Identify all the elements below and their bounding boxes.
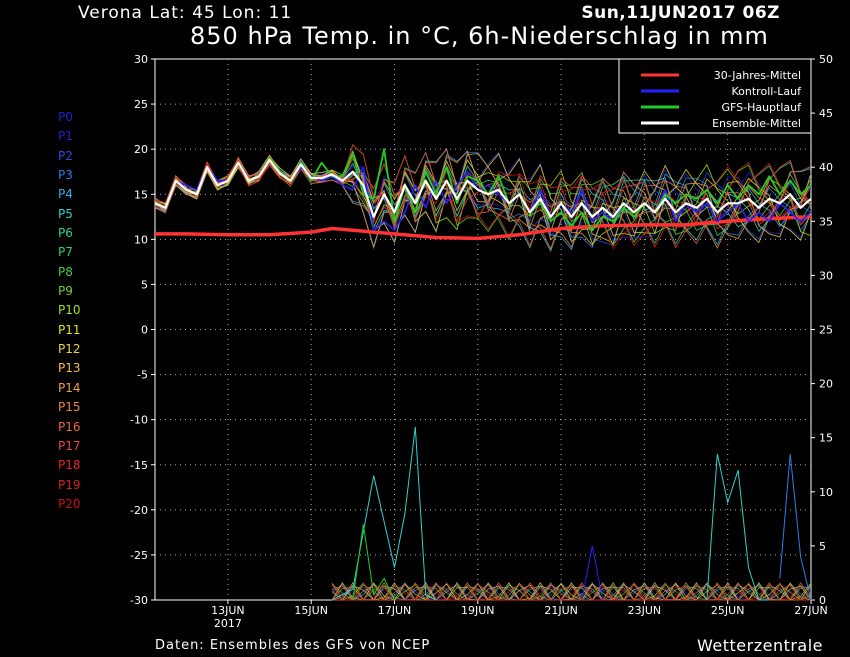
- legend-entry-label: Kontroll-Lauf: [732, 85, 803, 98]
- member-label-p13: P13: [58, 361, 81, 376]
- brand-label: Wetterzentrale: [697, 636, 824, 655]
- y-right-tick-label: 35: [819, 215, 833, 228]
- y-right-tick-label: 5: [819, 540, 826, 553]
- y-left-tick-label: -25: [130, 549, 148, 562]
- y-left-tick-label: -30: [130, 594, 148, 607]
- y-right-tick-label: 30: [819, 269, 833, 282]
- member-label-p12: P12: [58, 342, 81, 357]
- series-line-gfs-hauptlauf: [154, 148, 812, 232]
- y-right-tick-label: 50: [819, 53, 833, 66]
- series-line-30-jahres-mittel: [155, 215, 812, 241]
- legend-box: [618, 58, 812, 134]
- x-tick-label: 13JUN: [211, 604, 245, 617]
- y-left-tick-label: -15: [130, 459, 148, 472]
- precip-member-line-p19: [331, 582, 812, 601]
- legend-entry-label: GFS-Hauptlauf: [721, 101, 802, 114]
- y-right-tick-label: 10: [819, 486, 833, 499]
- y-right-tick-label: 20: [819, 378, 833, 391]
- precip-highlight-line-2: [779, 453, 812, 601]
- x-tick-label: 23JUN: [628, 604, 662, 617]
- member-label-p9: P9: [58, 284, 73, 299]
- y-left-tick-label: -5: [137, 369, 148, 382]
- ensemble-member-line-p18: [154, 154, 812, 248]
- member-label-p5: P5: [58, 206, 73, 221]
- precip-highlight-line-1: [706, 453, 770, 601]
- member-label-p10: P10: [58, 303, 81, 318]
- precip-member-line-p20: [331, 581, 811, 601]
- data-source-note: Daten: Ensembles des GFS von NCEP: [155, 638, 431, 653]
- location-label: Verona Lat: 45 Lon: 11: [78, 3, 293, 23]
- x-tick-sublabel: 2017: [214, 617, 242, 630]
- member-label-p3: P3: [58, 168, 73, 183]
- y-right-tick-label: 45: [819, 107, 833, 120]
- precip-highlight-line-4: [581, 545, 604, 601]
- legend-entry-label: 30-Jahres-Mittel: [714, 69, 801, 82]
- ensemble-member-line-p6: [154, 151, 812, 249]
- x-tick-label: 27JUN: [794, 604, 828, 617]
- member-label-p20: P20: [58, 496, 81, 511]
- member-label-p1: P1: [58, 129, 73, 144]
- member-label-p7: P7: [58, 245, 73, 260]
- y-right-tick-label: 0: [819, 594, 826, 607]
- x-tick-label: 21JUN: [544, 604, 578, 617]
- series-line-ensemble-mittel: [154, 158, 812, 218]
- ensemble-member-line-p14: [154, 153, 812, 250]
- precip-member-line-p15: [332, 581, 811, 601]
- legend-entry-label: Ensemble-Mittel: [712, 117, 801, 130]
- member-label-p18: P18: [58, 458, 81, 473]
- ensemble-member-line-p0: [154, 160, 812, 240]
- member-label-p11: P11: [58, 322, 81, 337]
- member-label-p6: P6: [58, 226, 73, 241]
- y-left-tick-label: 10: [134, 233, 148, 246]
- y-left-tick-label: 20: [134, 143, 148, 156]
- member-label-p17: P17: [58, 438, 81, 453]
- precip-highlight-line-0: [331, 426, 437, 601]
- y-left-tick-label: -10: [130, 414, 148, 427]
- x-tick-label: 15JUN: [294, 604, 328, 617]
- member-label-p4: P4: [58, 187, 73, 202]
- y-right-tick-label: 15: [819, 432, 833, 445]
- member-label-p15: P15: [58, 400, 81, 415]
- y-left-tick-label: 25: [134, 98, 148, 111]
- x-tick-label: 25JUN: [711, 604, 745, 617]
- ensemble-member-line-p7: [154, 154, 812, 245]
- member-label-p0: P0: [58, 110, 73, 124]
- y-right-tick-label: 25: [819, 324, 833, 337]
- precip-highlight-line-3: [352, 524, 395, 601]
- y-left-tick-label: 5: [141, 278, 148, 291]
- member-label-p14: P14: [58, 380, 81, 395]
- chart-title: 850 hPa Temp. in °C, 6h-Niederschlag in …: [190, 22, 769, 50]
- member-legend-list: P0 P1 P2 P3 P4 P5 P6 P7 P8 P9 P10 P11 P12 P13 P14 P15 P1…: [58, 108, 81, 514]
- member-label-p2: P2: [58, 148, 73, 163]
- member-label-p19: P19: [58, 477, 81, 492]
- y-left-tick-label: 15: [134, 188, 148, 201]
- run-date-label: Sun,11JUN2017 06Z: [581, 3, 780, 23]
- x-tick-label: 19JUN: [461, 604, 495, 617]
- x-tick-label: 17JUN: [378, 604, 412, 617]
- member-label-p8: P8: [58, 264, 73, 279]
- y-left-tick-label: 0: [141, 324, 148, 337]
- ensemble-member-line-p20: [154, 144, 812, 250]
- precip-member-line-p18: [332, 581, 812, 601]
- y-left-tick-label: -20: [130, 504, 148, 517]
- y-left-tick-label: 30: [134, 53, 148, 66]
- member-label-p16: P16: [58, 419, 81, 434]
- y-right-tick-label: 40: [819, 161, 833, 174]
